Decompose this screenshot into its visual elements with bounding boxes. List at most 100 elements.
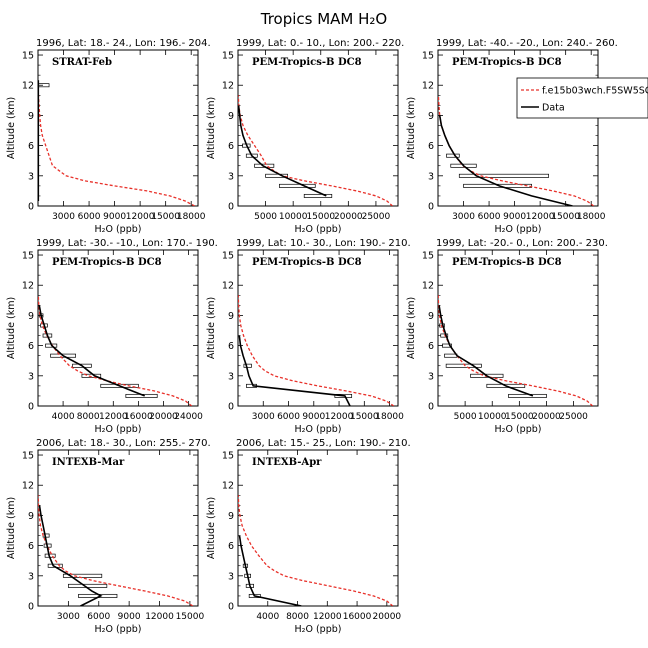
x-axis-label: H₂O (ppb): [295, 624, 342, 635]
x-tick-label: 10000: [279, 212, 308, 222]
campaign-label: INTEXB-Apr: [252, 457, 322, 468]
plot-area: [38, 295, 193, 406]
y-tick-label: 3: [28, 571, 34, 582]
data-line: [38, 305, 145, 397]
y-tick-label: 0: [228, 402, 234, 413]
error-bar: [72, 363, 92, 368]
y-tick-label: 6: [228, 341, 234, 352]
y-tick-label: 3: [28, 171, 34, 182]
y-axis-label: Altitude (km): [6, 497, 17, 559]
plot-area: [238, 295, 395, 406]
panel-frame: [437, 249, 599, 407]
y-tick-label: 6: [428, 341, 434, 352]
model-line: [38, 95, 195, 206]
chart-panel: 2006, Lat: 18.- 30., Lon: 255.- 270. 0 3 6 9…: [6, 438, 211, 635]
model-line: [438, 295, 594, 406]
chart-panel: 1999, Lat: 10.- 30., Lon: 190.- 210. 0 3 6 9…: [206, 238, 411, 435]
x-tick-label: 20000: [334, 212, 363, 222]
x-axis-label: H₂O (ppb): [295, 424, 342, 435]
model-line: [38, 495, 194, 606]
y-tick-label: 9: [228, 111, 234, 122]
campaign-label: INTEXB-Mar: [52, 457, 125, 468]
y-tick-label: 12: [422, 81, 434, 92]
y-tick-label: 3: [228, 371, 234, 382]
x-tick-label: 8000: [286, 612, 309, 622]
y-tick-label: 15: [22, 51, 34, 62]
y-tick-label: 15: [422, 51, 434, 62]
y-tick-label: 3: [428, 371, 434, 382]
x-axis-label: H₂O (ppb): [495, 224, 542, 235]
error-bar: [243, 363, 252, 368]
data-line: [238, 535, 302, 606]
chart-panel: 1999, Lat: 0.- 10., Lon: 200.- 220. 0 3 6 9 1…: [206, 38, 404, 235]
campaign-label: PEM-Tropics-B DC8: [452, 57, 562, 68]
chart-panel: 1999, Lat: -30.- -10., Lon: 170.- 190. 0 3…: [6, 238, 218, 435]
error-bar: [441, 343, 452, 348]
y-tick-label: 3: [428, 171, 434, 182]
x-tick-label: 18000: [177, 212, 206, 222]
chart-panel: 1999, Lat: -20.- 0., Lon: 200.- 230. 0 3 6 9…: [406, 238, 608, 435]
y-tick-label: 3: [228, 571, 234, 582]
x-tick-label: 9000: [503, 212, 526, 222]
y-tick-label: 9: [28, 511, 34, 522]
x-tick-label: 4000: [256, 612, 279, 622]
model-line: [238, 295, 395, 406]
y-tick-label: 0: [428, 202, 434, 213]
y-tick-label: 12: [222, 81, 234, 92]
x-tick-label: 24000: [174, 412, 203, 422]
data-line: [438, 305, 534, 397]
x-tick-label: 9000: [103, 212, 126, 222]
x-tick-label: 3000: [57, 612, 80, 622]
x-tick-label: 25000: [362, 212, 391, 222]
y-tick-label: 12: [422, 281, 434, 292]
error-bar: [254, 163, 275, 168]
model-line: [238, 495, 394, 606]
x-tick-label: 6000: [478, 212, 501, 222]
plot-area: [38, 495, 194, 606]
error-bar: [265, 173, 289, 178]
plot-area: [38, 80, 195, 206]
x-tick-label: 3000: [252, 412, 275, 422]
y-tick-label: 6: [428, 141, 434, 152]
x-tick-label: 18000: [577, 212, 606, 222]
y-tick-label: 9: [428, 311, 434, 322]
y-tick-label: 6: [28, 341, 34, 352]
y-tick-label: 0: [28, 202, 34, 213]
panel-frame: [37, 49, 199, 207]
y-tick-label: 12: [22, 481, 34, 492]
y-tick-label: 3: [28, 371, 34, 382]
y-tick-label: 0: [228, 602, 234, 613]
x-tick-label: 6000: [87, 612, 110, 622]
y-tick-label: 12: [22, 81, 34, 92]
x-tick-label: 5000: [254, 212, 277, 222]
plot-area: [238, 495, 394, 606]
panel-frame: [37, 449, 199, 607]
x-tick-label: 20000: [532, 412, 561, 422]
x-tick-label: 25000: [559, 412, 588, 422]
panel-frame: [237, 449, 399, 607]
panel-frame: [37, 249, 199, 407]
y-tick-label: 0: [28, 602, 34, 613]
error-bar: [334, 393, 353, 398]
x-tick-label: 6000: [78, 212, 101, 222]
y-tick-label: 9: [28, 311, 34, 322]
campaign-label: PEM-Tropics-B DC8: [252, 257, 362, 268]
x-tick-label: 15000: [551, 212, 580, 222]
plot-area: [438, 295, 594, 406]
error-bar: [279, 183, 316, 188]
x-axis-label: H₂O (ppb): [495, 424, 542, 435]
y-tick-label: 6: [28, 141, 34, 152]
panel-header: 2006, Lat: 18.- 30., Lon: 255.- 270.: [36, 438, 211, 449]
panel-frame: [437, 49, 599, 207]
x-tick-label: 20000: [149, 412, 178, 422]
y-axis-label: Altitude (km): [6, 97, 17, 159]
x-tick-label: 9000: [302, 412, 325, 422]
campaign-label: PEM-Tropics-B DC8: [452, 257, 562, 268]
x-tick-label: 3000: [52, 212, 75, 222]
error-bar: [450, 163, 477, 168]
error-bar: [508, 393, 547, 398]
y-tick-label: 6: [228, 141, 234, 152]
x-tick-label: 15000: [151, 212, 180, 222]
legend: f.e15b03wch.F5SW5SC Data: [516, 77, 648, 119]
